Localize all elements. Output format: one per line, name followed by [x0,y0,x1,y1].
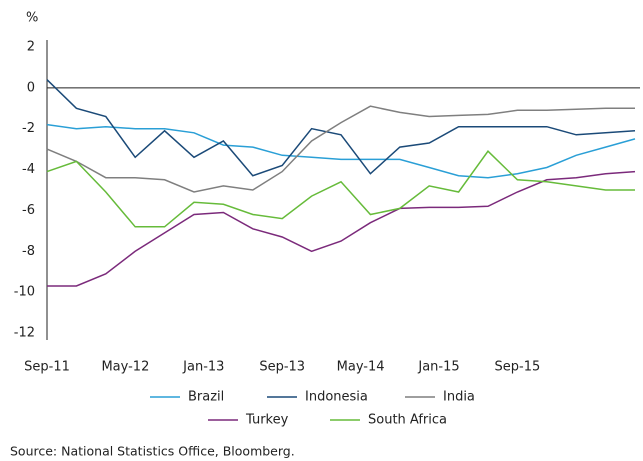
y-tick-label: -4 [22,162,35,177]
y-tick-label: -8 [22,244,35,259]
legend-label: India [443,390,475,405]
x-tick-label: May-14 [337,360,385,375]
y-tick-label: 2 [27,40,35,55]
line-series [46,79,636,177]
legend-label: Turkey [245,413,289,428]
legend-label: Brazil [188,390,224,405]
line-series [46,105,635,193]
y-tick-label: -12 [14,326,35,341]
x-tick-label: Sep-15 [495,360,541,375]
legend-label: South Africa [368,413,447,428]
y-tick-label: -2 [22,121,35,136]
legend-label: Indonesia [305,390,368,405]
line-series [46,123,636,179]
source: Source: National Statistics Office, Bloo… [10,444,295,459]
y-tick-label: -6 [22,203,35,218]
x-tick-label: Jan-13 [182,360,224,375]
x-tick-label: Sep-11 [24,360,70,375]
y-tick-label: -10 [14,285,35,300]
x-tick-label: Jan-15 [417,360,459,375]
line-series [46,150,635,228]
x-tick-label: May-12 [101,360,149,375]
line-series [47,170,636,287]
y-tick-label: 0 [27,80,35,95]
y-unit: % [26,11,38,26]
x-tick-label: Sep-13 [259,360,305,375]
